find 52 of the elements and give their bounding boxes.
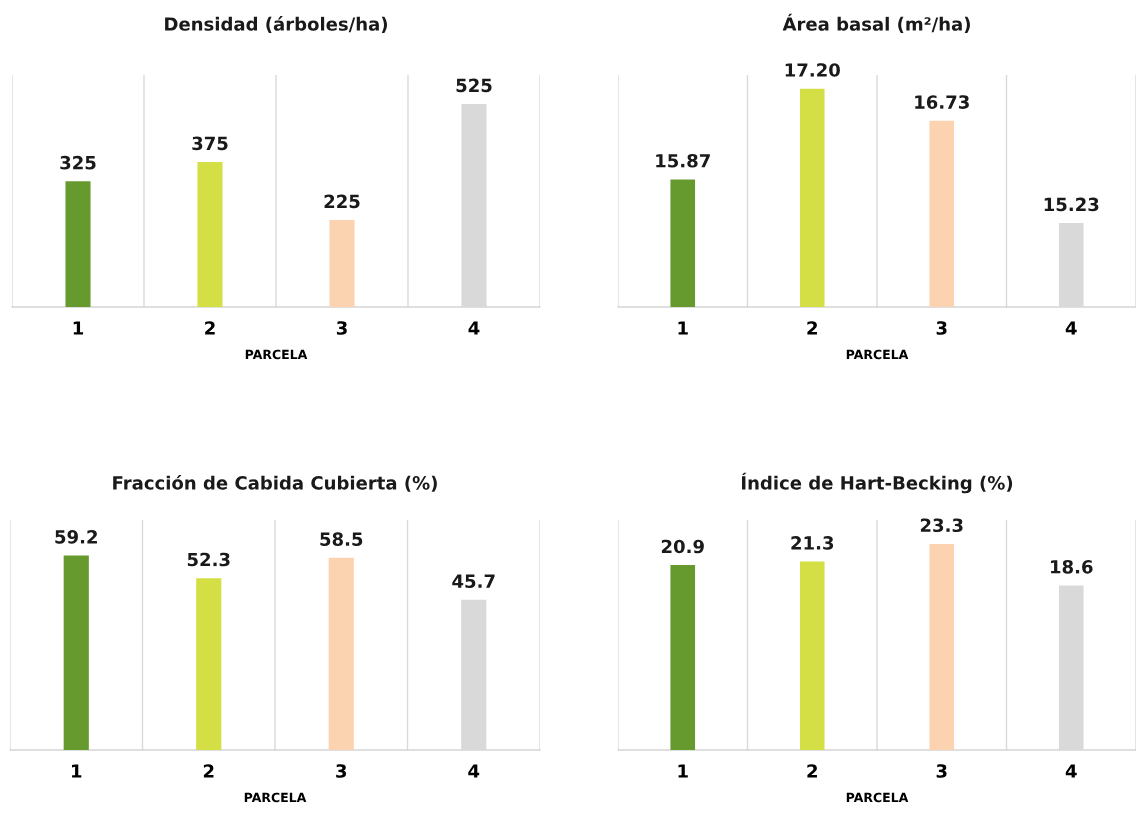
x-tick-label: 4 bbox=[1065, 321, 1077, 335]
data-label: 16.73 bbox=[915, 95, 969, 109]
data-label: 20.9 bbox=[661, 539, 704, 554]
bar bbox=[329, 220, 355, 307]
chart-title: Índice de Hart-Becking (%) bbox=[742, 472, 1013, 494]
data-label: 21.3 bbox=[791, 536, 834, 550]
bar bbox=[799, 561, 825, 750]
x-axis-title: PARCELA bbox=[846, 792, 909, 803]
data-label: 15.23 bbox=[1044, 197, 1099, 212]
x-tick-label: 3 bbox=[936, 321, 947, 335]
x-tick-label: 2 bbox=[203, 764, 214, 778]
x-axis-title: PARCELA bbox=[245, 349, 308, 360]
x-tick-label: 2 bbox=[205, 321, 215, 335]
chart-title: Fracción de Cabida Cubierta (%) bbox=[113, 475, 437, 492]
bar bbox=[461, 599, 487, 750]
x-tick-label: 1 bbox=[678, 764, 688, 778]
data-label: 15.87 bbox=[656, 153, 710, 168]
data-label: 17.20 bbox=[785, 63, 840, 77]
bar bbox=[196, 578, 222, 750]
data-label: 325 bbox=[60, 155, 96, 170]
bar bbox=[1058, 585, 1084, 750]
data-label: 52.3 bbox=[187, 552, 230, 567]
bar bbox=[63, 555, 89, 750]
data-label: 59.2 bbox=[55, 530, 97, 544]
x-tick-label: 2 bbox=[807, 321, 817, 335]
data-label: 225 bbox=[324, 194, 360, 209]
x-tick-label: 1 bbox=[72, 764, 82, 778]
x-tick-label: 3 bbox=[336, 764, 347, 778]
bar bbox=[65, 181, 91, 307]
x-tick-label: 4 bbox=[468, 764, 480, 778]
chart-title: Área basal (m²/ha) bbox=[782, 13, 970, 33]
bar bbox=[461, 104, 487, 307]
x-tick-label: 3 bbox=[336, 321, 347, 335]
chart-title: Densidad (árboles/ha) bbox=[165, 16, 387, 33]
data-label: 18.6 bbox=[1051, 559, 1093, 574]
x-tick-label: 4 bbox=[468, 321, 480, 335]
data-label: 525 bbox=[456, 78, 492, 93]
x-tick-label: 4 bbox=[1065, 764, 1077, 778]
x-axis-title: PARCELA bbox=[846, 349, 909, 360]
x-tick-label: 1 bbox=[678, 321, 688, 335]
data-label: 375 bbox=[192, 136, 228, 151]
data-label: 23.3 bbox=[920, 518, 963, 533]
x-tick-label: 1 bbox=[73, 321, 84, 335]
x-tick-label: 2 bbox=[807, 764, 817, 778]
bar bbox=[328, 557, 354, 750]
data-label: 58.5 bbox=[320, 532, 363, 546]
bar bbox=[197, 162, 223, 307]
bar bbox=[670, 565, 696, 750]
x-axis-title: PARCELA bbox=[244, 792, 307, 803]
bar bbox=[929, 543, 955, 750]
data-label: 45.7 bbox=[452, 574, 495, 589]
x-tick-label: 3 bbox=[936, 764, 947, 778]
